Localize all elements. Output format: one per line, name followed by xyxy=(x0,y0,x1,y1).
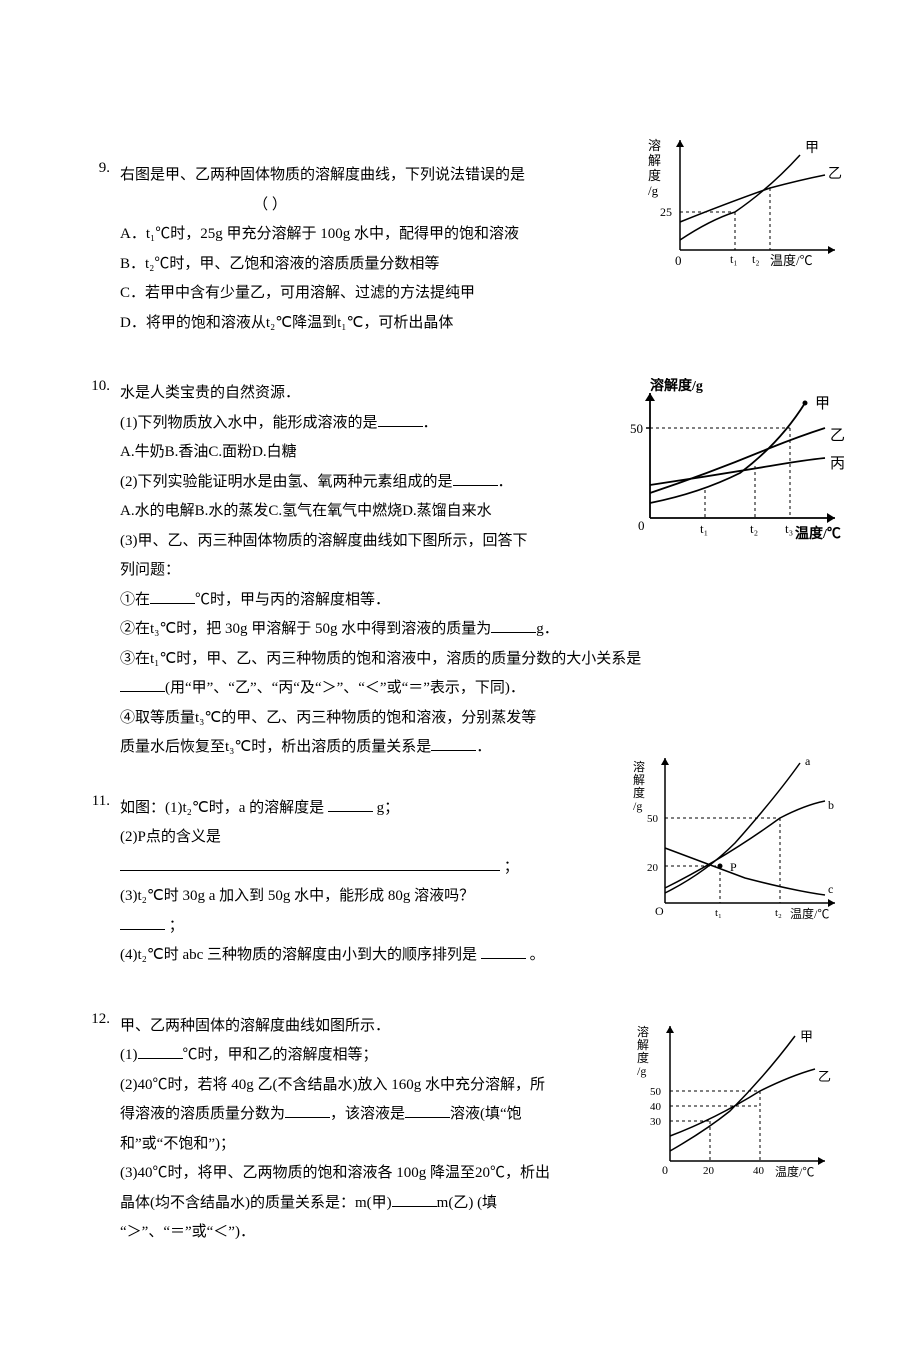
svg-text:乙: 乙 xyxy=(818,1069,831,1084)
svg-text:t₁: t₁ xyxy=(715,907,722,919)
q10-c3a: ③在t₁℃时，甲、乙、丙三种物质的饱和溶液中，溶质的质量分数的大小关系是 xyxy=(120,645,850,674)
q11-l4b: ； xyxy=(120,912,590,941)
svg-text:O: O xyxy=(655,904,664,918)
q10-y50: 50 xyxy=(630,421,643,436)
svg-text:解: 解 xyxy=(637,1038,649,1052)
q10-t2: t₂ xyxy=(750,521,758,536)
q9-paren: （ ） xyxy=(120,191,420,220)
q10-t3: t₃ xyxy=(785,521,793,536)
q9-ylab3: /g xyxy=(648,183,659,198)
q10-c1: ①在℃时，甲与丙的溶解度相等． xyxy=(120,586,850,615)
q10-c4a: ④取等质量t₃℃的甲、乙、丙三种物质的饱和溶液，分别蒸发等 xyxy=(120,704,610,733)
question-12: 12. 甲、乙两种固体的溶解度曲线如图所示． (1)℃时，甲和乙的溶解度相等； … xyxy=(70,1011,850,1248)
q9-t1: t₁ xyxy=(730,252,738,266)
q10-t1: t₁ xyxy=(700,521,708,536)
q12-figure: 溶 解 度 /g 温度/℃ 0 甲 乙 30 40 50 xyxy=(625,1011,840,1196)
question-9: 9. 右图是甲、乙两种固体物质的溶解度曲线，下列说法错误的是 （ ） A．t₁℃… xyxy=(70,160,850,338)
svg-text:解: 解 xyxy=(633,773,645,787)
q10-jia: 甲 xyxy=(815,396,830,412)
q12-p1: (1)℃时，甲和乙的溶解度相等； xyxy=(120,1041,610,1070)
svg-text:/g: /g xyxy=(633,799,642,813)
svg-text:0: 0 xyxy=(638,518,645,533)
q10-ylab: 溶解度/g xyxy=(650,378,703,394)
q10-c2: ②在t₃℃时，把 30g 甲溶解于 50g 水中得到溶液的质量为g． xyxy=(120,615,850,644)
q11-l2: (2)P点的含义是 xyxy=(120,823,590,852)
q10-p3a: (3)甲、乙、丙三种固体物质的溶解度曲线如下图所示，回答下 xyxy=(120,527,610,556)
q9-ylab0: 溶 xyxy=(648,138,661,153)
svg-text:20: 20 xyxy=(647,862,659,874)
svg-text:50: 50 xyxy=(650,1086,662,1098)
q12-p3bc: 晶体(均不含结晶水)的质量关系是：m(甲)m(乙) (填 xyxy=(120,1189,610,1218)
q9-opt-d: D．将甲的饱和溶液从t₂℃降温到t₁℃，可析出晶体 xyxy=(120,309,850,338)
q10-p1-opts: A.牛奶B.香油C.面粉D.白糖 xyxy=(120,438,610,467)
q10-xlab: 温度/℃ xyxy=(795,525,841,542)
q9-ylab2: 度 xyxy=(648,168,661,183)
q12-number: 12. xyxy=(70,1011,120,1028)
q10-p1: (1)下列物质放入水中，能形成溶液的是． xyxy=(120,409,610,438)
svg-text:c: c xyxy=(828,882,833,896)
q10-yi: 乙 xyxy=(830,428,845,444)
q11-figure: 溶 解 度 /g 温度/℃ O a b c P xyxy=(625,743,850,938)
q12-p3d: “＞”、“＝”或“＜”)． xyxy=(120,1218,610,1247)
svg-text:度: 度 xyxy=(633,785,645,800)
svg-text:t₂: t₂ xyxy=(775,907,782,919)
svg-text:50: 50 xyxy=(647,813,659,825)
svg-text:温度/℃: 温度/℃ xyxy=(775,1164,814,1179)
q10-figure: 溶解度/g 温度/℃ 0 50 甲 乙 丙 t₁ xyxy=(610,378,860,558)
svg-text:40: 40 xyxy=(753,1165,765,1177)
q9-series-yi: 乙 xyxy=(828,166,842,182)
q10-bing: 丙 xyxy=(830,456,845,472)
q10-c4b: 质量水后恢复至t₃℃时，析出溶质的质量关系是． xyxy=(120,733,610,762)
q12-p2e: 和”或“不饱和”)； xyxy=(120,1130,610,1159)
svg-text:30: 30 xyxy=(650,1116,662,1128)
q9-y25: 25 xyxy=(660,205,672,219)
q12-p2bcd: 得溶液的溶质质量分数为，该溶液是溶液(填“饱 xyxy=(120,1100,610,1129)
q11-number: 11. xyxy=(70,793,120,810)
q10-p3b: 列问题： xyxy=(120,556,610,585)
q9-series-jia: 甲 xyxy=(805,141,819,156)
q10-p2-opts: A.水的电解B.水的蒸发C.氢气在氧气中燃烧D.蒸馏自来水 xyxy=(120,497,610,526)
svg-text:P: P xyxy=(730,860,737,874)
q11-l4a: (3)t₂℃时 30g a 加入到 50g 水中，能形成 80g 溶液吗？ xyxy=(120,882,590,911)
q9-t2: t₂ xyxy=(752,252,760,266)
q12-p3a: (3)40℃时，将甲、乙两物质的饱和溶液各 100g 降温至20℃，析出 xyxy=(120,1159,610,1188)
q10-stem: 水是人类宝贵的自然资源． xyxy=(120,379,610,408)
q9-ylab1: 解 xyxy=(648,153,661,168)
q11-l3: ； xyxy=(120,853,590,882)
question-11: 11. 如图：(1)t₂℃时，a 的溶解度是 g； (2)P点的含义是 ； (3… xyxy=(70,793,850,971)
svg-text:20: 20 xyxy=(703,1165,715,1177)
svg-text:度: 度 xyxy=(637,1050,649,1065)
q12-p2a: (2)40℃时，若将 40g 乙(不含结晶水)放入 160g 水中充分溶解，所 xyxy=(120,1071,610,1100)
q9-stem: 右图是甲、乙两种固体物质的溶解度曲线，下列说法错误的是 xyxy=(120,161,580,190)
q11-l1: 如图：(1)t₂℃时，a 的溶解度是 g； xyxy=(120,794,590,823)
svg-text:温度/℃: 温度/℃ xyxy=(790,906,829,921)
svg-text:0: 0 xyxy=(662,1163,668,1177)
q11-body: 如图：(1)t₂℃时，a 的溶解度是 g； (2)P点的含义是 ； (3)t₂℃… xyxy=(120,793,590,971)
q10-c3b: (用“甲”、“乙”、“丙“及“＞”、“＜”或“＝”表示，下同)． xyxy=(120,674,850,703)
svg-text:0: 0 xyxy=(675,253,682,268)
svg-text:a: a xyxy=(805,754,811,768)
q9-xlab: 温度/℃ xyxy=(770,253,813,268)
q12-stem: 甲、乙两种固体的溶解度曲线如图所示． xyxy=(120,1012,610,1041)
q10-number: 10. xyxy=(70,378,120,395)
svg-text:溶: 溶 xyxy=(637,1024,649,1039)
svg-text:溶: 溶 xyxy=(633,759,645,774)
svg-text:40: 40 xyxy=(650,1101,662,1113)
svg-text:/g: /g xyxy=(637,1064,646,1078)
q12-body: 甲、乙两种固体的溶解度曲线如图所示． (1)℃时，甲和乙的溶解度相等； (2)4… xyxy=(120,1011,610,1248)
svg-text:b: b xyxy=(828,798,834,812)
svg-text:甲: 甲 xyxy=(800,1029,813,1044)
q9-number: 9. xyxy=(70,160,120,177)
q9-figure: 溶 解 度 /g 温度/℃ 0 甲 乙 25 t₁ t₂ xyxy=(640,130,850,285)
page: 9. 右图是甲、乙两种固体物质的溶解度曲线，下列说法错误的是 （ ） A．t₁℃… xyxy=(0,0,920,1358)
q10-p2: (2)下列实验能证明水是由氢、氧两种元素组成的是． xyxy=(120,468,610,497)
question-10: 10. 水是人类宝贵的自然资源． (1)下列物质放入水中，能形成溶液的是． A.… xyxy=(70,378,850,763)
q11-l5: (4)t₂℃时 abc 三种物质的溶解度由小到大的顺序排列是 。 xyxy=(120,941,590,970)
